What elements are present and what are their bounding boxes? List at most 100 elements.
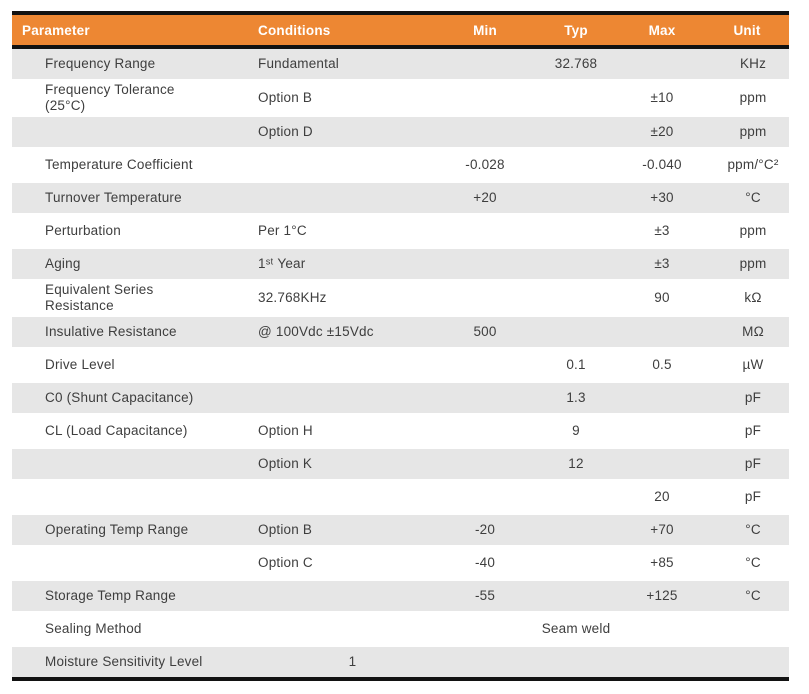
cell-unit: kΩ	[705, 282, 789, 317]
cell-parameter: Drive Level	[12, 350, 248, 383]
cell-unit: µW	[705, 350, 789, 383]
cell-max	[619, 647, 705, 677]
table-row: Aging 1ˢᵗ Year ±3 ppm	[12, 249, 789, 282]
cell-unit: pF	[705, 416, 789, 449]
cell-min	[437, 216, 533, 249]
cell-conditions	[248, 183, 437, 216]
table-row: Frequency Range Fundamental 32.768 KHz	[12, 49, 789, 82]
column-header: Min	[437, 15, 533, 49]
specification-table: Parameter Conditions Min Typ Max Unit Frequen…	[12, 11, 789, 681]
cell-unit: °C	[705, 581, 789, 614]
table-row: Perturbation Per 1°C ±3 ppm	[12, 216, 789, 249]
cell-max	[619, 383, 705, 416]
cell-unit: ppm/°C²	[705, 150, 789, 183]
cell-parameter: C0 (Shunt Capacitance)	[12, 383, 248, 416]
cell-typ: 32.768	[533, 49, 619, 82]
cell-min	[437, 383, 533, 416]
table-row: Temperature Coefficient -0.028 -0.040 pp…	[12, 150, 789, 183]
table-row: Storage Temp Range -55 +125 °C	[12, 581, 789, 614]
cell-conditions	[248, 614, 437, 647]
cell-typ	[533, 515, 619, 548]
cell-conditions: Option B	[248, 82, 437, 117]
table-header-row: Parameter Conditions Min Typ Max Unit	[12, 15, 789, 49]
cell-typ	[533, 82, 619, 117]
cell-max	[619, 416, 705, 449]
cell-conditions: Option D	[248, 117, 437, 150]
cell-typ	[533, 183, 619, 216]
cell-parameter: Turnover Temperature	[12, 183, 248, 216]
cell-parameter: Equivalent Series Resistance	[12, 282, 248, 317]
cell-min	[437, 117, 533, 150]
column-header: Unit	[705, 15, 789, 49]
table-row: 20 pF	[12, 482, 789, 515]
cell-typ: 9	[533, 416, 619, 449]
cell-typ	[533, 216, 619, 249]
cell-typ	[533, 150, 619, 183]
cell-min: -0.028	[437, 150, 533, 183]
cell-max	[619, 614, 705, 647]
cell-unit: ppm	[705, 117, 789, 150]
cell-unit: ppm	[705, 249, 789, 282]
cell-parameter: CL (Load Capacitance)	[12, 416, 248, 449]
cell-conditions: Option B	[248, 515, 437, 548]
cell-max: +85	[619, 548, 705, 581]
cell-unit: °C	[705, 183, 789, 216]
cell-conditions	[248, 383, 437, 416]
cell-min	[437, 647, 533, 677]
table-row: Sealing Method Seam weld	[12, 614, 789, 647]
cell-max: ±10	[619, 82, 705, 117]
cell-unit: °C	[705, 515, 789, 548]
table-body: Frequency Range Fundamental 32.768 KHz F…	[12, 49, 789, 677]
cell-max: 90	[619, 282, 705, 317]
cell-conditions	[248, 150, 437, 183]
cell-max: ±3	[619, 216, 705, 249]
cell-unit: MΩ	[705, 317, 789, 350]
cell-unit: ppm	[705, 216, 789, 249]
cell-parameter: Temperature Coefficient	[12, 150, 248, 183]
cell-typ	[533, 482, 619, 515]
cell-min	[437, 49, 533, 82]
table-row: CL (Load Capacitance) Option H 9 pF	[12, 416, 789, 449]
table-row: Insulative Resistance @ 100Vdc ±15Vdc 50…	[12, 317, 789, 350]
cell-conditions: 1ˢᵗ Year	[248, 249, 437, 282]
cell-parameter: Frequency Range	[12, 49, 248, 82]
table-row: Option C -40 +85 °C	[12, 548, 789, 581]
cell-conditions: @ 100Vdc ±15Vdc	[248, 317, 437, 350]
cell-min	[437, 82, 533, 117]
table-row: Moisture Sensitivity Level 1	[12, 647, 789, 677]
cell-conditions: Option H	[248, 416, 437, 449]
cell-parameter	[12, 482, 248, 515]
cell-typ: 1.3	[533, 383, 619, 416]
cell-max: 0.5	[619, 350, 705, 383]
cell-min	[437, 449, 533, 482]
cell-conditions	[248, 581, 437, 614]
cell-parameter: Frequency Tolerance (25°C)	[12, 82, 248, 117]
cell-max: ±20	[619, 117, 705, 150]
cell-max	[619, 449, 705, 482]
cell-typ	[533, 548, 619, 581]
cell-parameter: Aging	[12, 249, 248, 282]
table-row: Frequency Tolerance (25°C) Option B ±10 …	[12, 82, 789, 117]
cell-max: +125	[619, 581, 705, 614]
cell-min: 500	[437, 317, 533, 350]
cell-typ	[533, 249, 619, 282]
cell-conditions: 32.768KHz	[248, 282, 437, 317]
cell-parameter	[12, 117, 248, 150]
cell-unit: °C	[705, 548, 789, 581]
cell-conditions: Option C	[248, 548, 437, 581]
cell-unit: ppm	[705, 82, 789, 117]
table-row: Option K 12 pF	[12, 449, 789, 482]
column-header: Max	[619, 15, 705, 49]
cell-parameter: Operating Temp Range	[12, 515, 248, 548]
cell-min	[437, 614, 533, 647]
cell-unit	[705, 614, 789, 647]
cell-typ	[533, 581, 619, 614]
column-header: Conditions	[248, 15, 437, 49]
cell-unit	[705, 647, 789, 677]
cell-max: -0.040	[619, 150, 705, 183]
cell-parameter: Perturbation	[12, 216, 248, 249]
cell-typ: Seam weld	[533, 614, 619, 647]
cell-typ	[533, 317, 619, 350]
table-row: Turnover Temperature +20 +30 °C	[12, 183, 789, 216]
cell-min	[437, 350, 533, 383]
